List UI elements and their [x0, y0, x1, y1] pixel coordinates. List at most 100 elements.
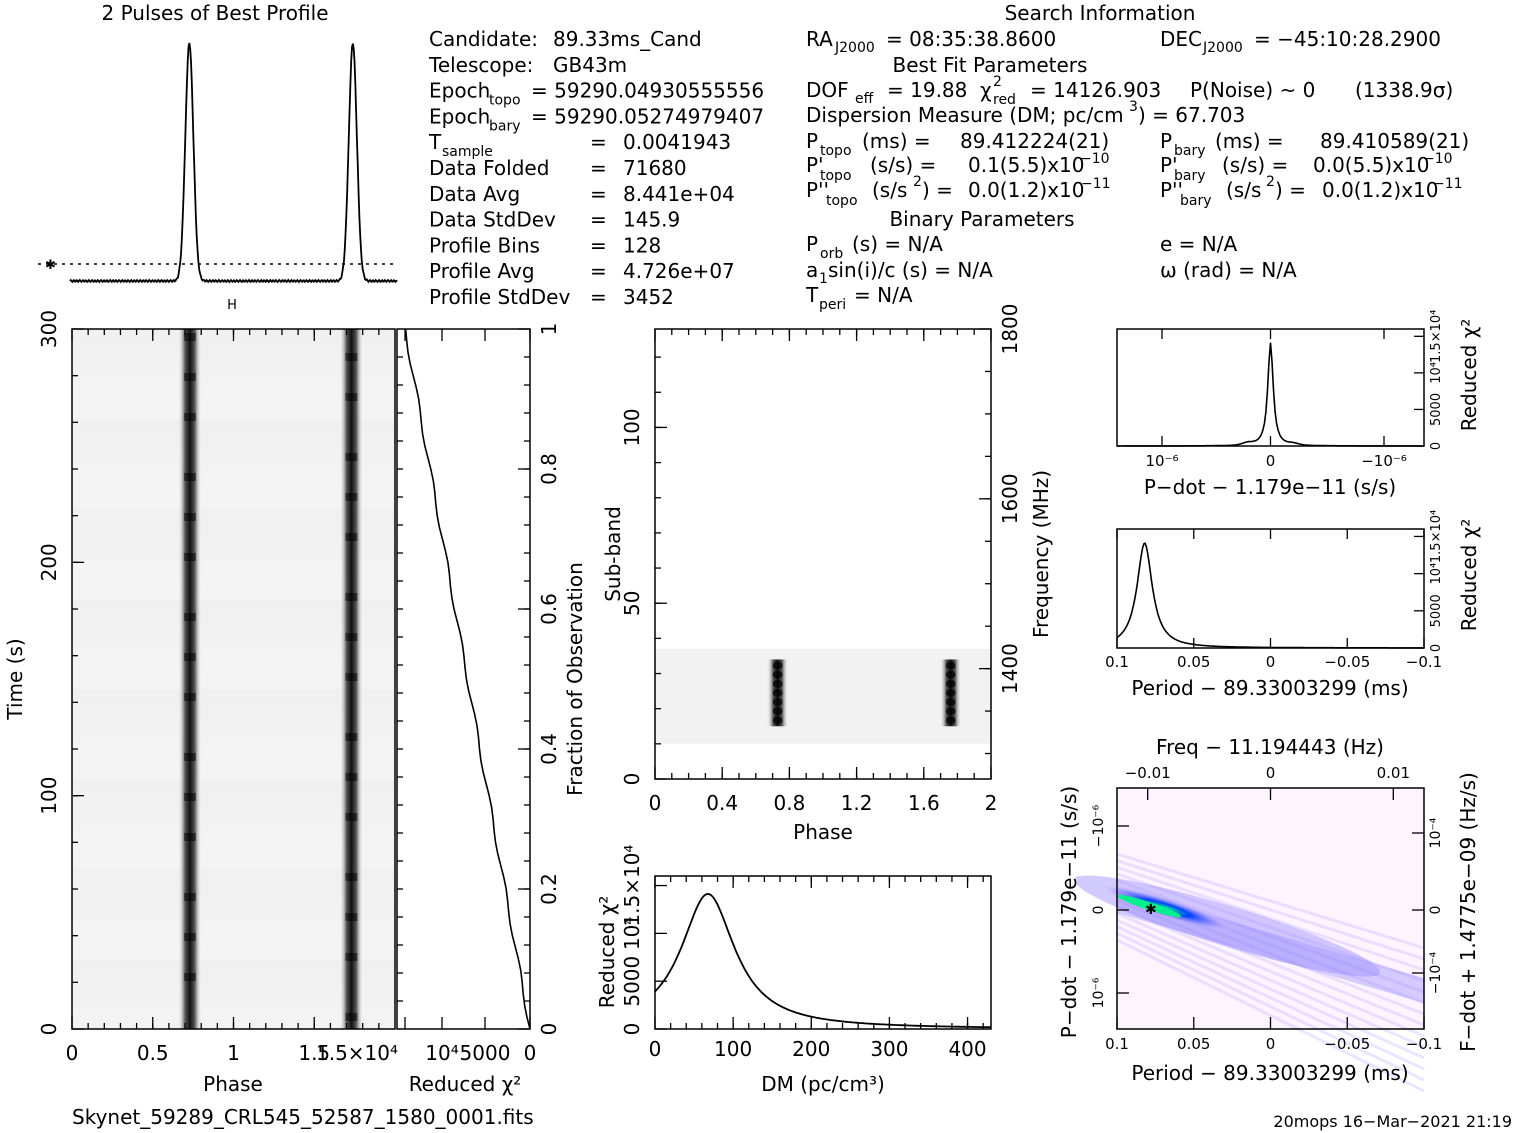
subband-ytick-label: 50 [620, 590, 644, 615]
ecc: e = N/A [1160, 232, 1237, 256]
sigma: (1338.9σ) [1355, 78, 1453, 102]
p-pdot-toptick-label: −0.01 [1125, 764, 1171, 782]
profile-plot: ✱ [38, 42, 398, 284]
p-pdot-y2tick-label: 0 [1428, 906, 1444, 915]
redchi-time-xlabel: Reduced χ² [409, 1072, 522, 1096]
p-pdot-xtick-label: 0.05 [1177, 1035, 1210, 1053]
redchi-time-ylabel: Fraction of Observation [563, 562, 587, 796]
time-phase-plot: 0 0.5 1 1.5 0 100 200 300 H Phase Time (s) [3, 298, 396, 1096]
p-pdot-y2tick-label: 10⁻⁴ [1428, 817, 1444, 848]
info-label: Data Avg [429, 182, 520, 206]
pdtopo-value: 0.1(5.5)x10 [968, 153, 1085, 177]
search-title: Search Information [1005, 1, 1196, 25]
info-label: Epoch [429, 79, 490, 103]
redchi-time-xtick-label: 10⁴ [425, 1041, 458, 1065]
info-equals: = [590, 208, 607, 232]
dm-xlabel: DM (pc/cm³) [761, 1072, 885, 1096]
redchi-time-ytick-label: 0.2 [537, 873, 561, 905]
tperi-label: T [805, 283, 819, 307]
info-label: Profile Bins [429, 233, 540, 257]
pdtopo-exp: −10 [1080, 151, 1110, 167]
dm-ytick-label: 0 [620, 1023, 644, 1036]
time-phase-ylabel: Time (s) [3, 638, 27, 720]
period-xtick-label: 0.05 [1177, 653, 1210, 671]
pdbary-value: 0.0(5.5)x10 [1313, 153, 1430, 177]
subband-xtick-label: 1.6 [908, 791, 940, 815]
pdot-ytick-label: 1.5×10⁴ [1429, 310, 1444, 363]
time-phase-marker: H [227, 298, 237, 313]
a1-sub: 1 [819, 271, 828, 287]
pdot-xtick-label: 0 [1266, 452, 1276, 470]
redchi-time-ytick-label: 0.8 [537, 453, 561, 485]
dm-ytick-label: 1.5×10⁴ [620, 845, 644, 927]
pddbary-unit-post: ) = [1275, 178, 1306, 202]
dm-line-sup: 3 [1129, 99, 1138, 115]
time-phase-ytick-label: 300 [37, 310, 61, 348]
subband-ylabel: Sub-band [601, 506, 625, 602]
info-value: 8.441e+04 [623, 182, 735, 206]
p-pdot-ytick-label: −10⁻⁶ [1091, 804, 1107, 847]
info-label: Candidate: [429, 27, 538, 51]
info-label-sub: sample [442, 144, 493, 160]
pddbary-exp: −11 [1433, 176, 1463, 192]
period-xtick-label: 0.1 [1105, 653, 1129, 671]
time-phase-pulse [177, 329, 202, 1029]
p-pdot-xtick-label: −0.05 [1324, 1035, 1370, 1053]
subband-ytick-label: 0 [620, 773, 644, 786]
dm-xtick-label: 100 [714, 1037, 752, 1061]
dm-line-pre: Dispersion Measure (DM; pc/cm [806, 103, 1124, 127]
time-phase-ytick-label: 200 [37, 543, 61, 581]
dm-xtick-label: 400 [948, 1037, 986, 1061]
pdot-curve-line [1117, 342, 1424, 447]
time-phase-ytick-label: 100 [37, 777, 61, 815]
info-value: 71680 [623, 156, 687, 180]
p-pdot-toptick-label: 0.01 [1377, 764, 1410, 782]
info-value: 4.726e+07 [623, 259, 735, 283]
pddtopo-unit-sup: 2 [913, 174, 922, 190]
profile-line [69, 42, 398, 284]
pddbary-sub: bary [1180, 193, 1212, 209]
time-phase-xtick-label: 1.5 [298, 1041, 330, 1065]
porb-sub: orb [820, 246, 843, 262]
dec-label: DEC [1160, 27, 1202, 51]
subband-y2tick-label: 1600 [998, 473, 1022, 524]
info-label: Data Folded [429, 156, 549, 180]
subband-y2tick-label: 1400 [998, 643, 1022, 694]
p-pdot-ytick-label: 0 [1091, 906, 1107, 915]
dof-label: DOF [806, 78, 849, 102]
subband-band [655, 648, 991, 744]
redchi-time-ytick-label: 1 [537, 323, 561, 336]
ra-value: = 08:35:38.8600 [886, 27, 1056, 51]
info-label: Epoch [429, 104, 490, 128]
a1-pre: a [806, 258, 818, 282]
ptopo-label: P [806, 129, 818, 153]
pdbary-exp: −10 [1423, 151, 1453, 167]
info-label: Data StdDev [429, 208, 556, 232]
pddtopo-unit: (s/s [872, 178, 907, 202]
p-pdot-xtick-label: 0 [1266, 1035, 1276, 1053]
time-phase-xlabel: Phase [203, 1072, 263, 1096]
chi2-sub: red [993, 92, 1016, 108]
redchi-time-xtick-label: 0 [524, 1041, 537, 1065]
dec-value: = −45:10:28.2900 [1254, 27, 1441, 51]
redchi-time-xtick-label: 5000 [460, 1041, 511, 1065]
redchi-time-ytick-label: 0 [537, 1023, 561, 1036]
pddbary-value: 0.0(1.2)x10 [1322, 178, 1439, 202]
pdbary-sub: bary [1174, 168, 1206, 184]
pdtopo-unit: (s/s) = [870, 153, 936, 177]
info-equals: = [590, 259, 607, 283]
dm-xtick-label: 200 [792, 1037, 830, 1061]
pdot-xtick-label: 10⁻⁶ [1145, 452, 1178, 470]
redchi-time-xtick-label: 1.5×10⁴ [316, 1041, 398, 1065]
pdbary-unit: (s/s) = [1222, 153, 1288, 177]
pddtopo-exp: −11 [1081, 176, 1111, 192]
candidate-info: Candidate: 89.33ms_Cand Telescope: GB43m Epo… [428, 27, 764, 309]
pdtopo-label: P' [806, 153, 824, 177]
info-value: = 59290.05274979407 [531, 104, 764, 128]
time-phase-xtick-label: 0 [66, 1041, 79, 1065]
info-value: 0.0041943 [623, 130, 731, 154]
fits-filename: Skynet_59289_CRL545_52587_1580_0001.fits [72, 1105, 534, 1129]
subband-xtick-label: 2 [985, 791, 998, 815]
